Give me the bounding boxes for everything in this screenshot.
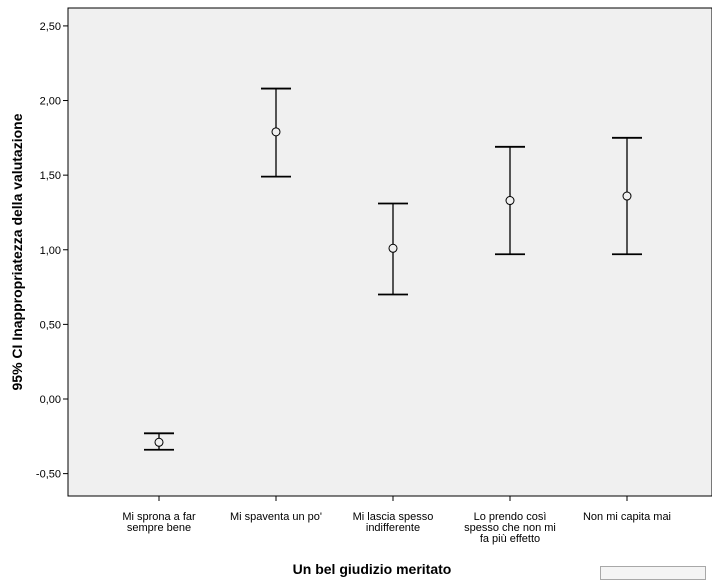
footnote-box bbox=[600, 566, 706, 580]
y-axis: -0,50 0,00 0,50 1,00 1,50 2,00 2,50 bbox=[36, 21, 68, 481]
mean-point bbox=[505, 196, 515, 206]
y-tick-label: 0,00 bbox=[40, 394, 61, 406]
x-tick-label: Non mi capita mai bbox=[583, 511, 671, 523]
y-tick-label: 2,50 bbox=[40, 21, 61, 33]
y-tick-label: 2,00 bbox=[40, 96, 61, 108]
error-bar bbox=[144, 432, 174, 451]
x-axis-title: Un bel giudizio meritato bbox=[293, 561, 452, 577]
mean-point bbox=[154, 437, 164, 447]
x-tick-label: Mi spaventa un po' bbox=[230, 511, 322, 523]
x-tick-label: Mi sprona a far sempre bene bbox=[122, 511, 196, 534]
x-tick-label: Lo prendo così spesso che non mi fa più ef… bbox=[464, 511, 556, 545]
error-bar bbox=[612, 136, 642, 256]
y-tick-label: 0,50 bbox=[40, 319, 61, 331]
x-tick-label: Mi lascia spesso indifferente bbox=[353, 511, 434, 534]
y-tick-label: -0,50 bbox=[36, 469, 61, 481]
y-tick-label: 1,00 bbox=[40, 245, 61, 257]
plot-area bbox=[67, 7, 712, 497]
error-bar bbox=[495, 145, 525, 256]
y-tick-label: 1,50 bbox=[40, 170, 61, 182]
error-bar bbox=[261, 87, 291, 178]
error-bar bbox=[378, 202, 408, 296]
mean-point bbox=[622, 191, 632, 201]
mean-point bbox=[271, 127, 281, 137]
x-axis: Mi sprona a far sempre bene Mi spaventa un… bbox=[122, 496, 671, 545]
mean-point bbox=[388, 243, 398, 253]
y-axis-title: 95% CI Inappropriatezza della valutazion… bbox=[9, 113, 25, 390]
error-bars bbox=[144, 87, 642, 451]
